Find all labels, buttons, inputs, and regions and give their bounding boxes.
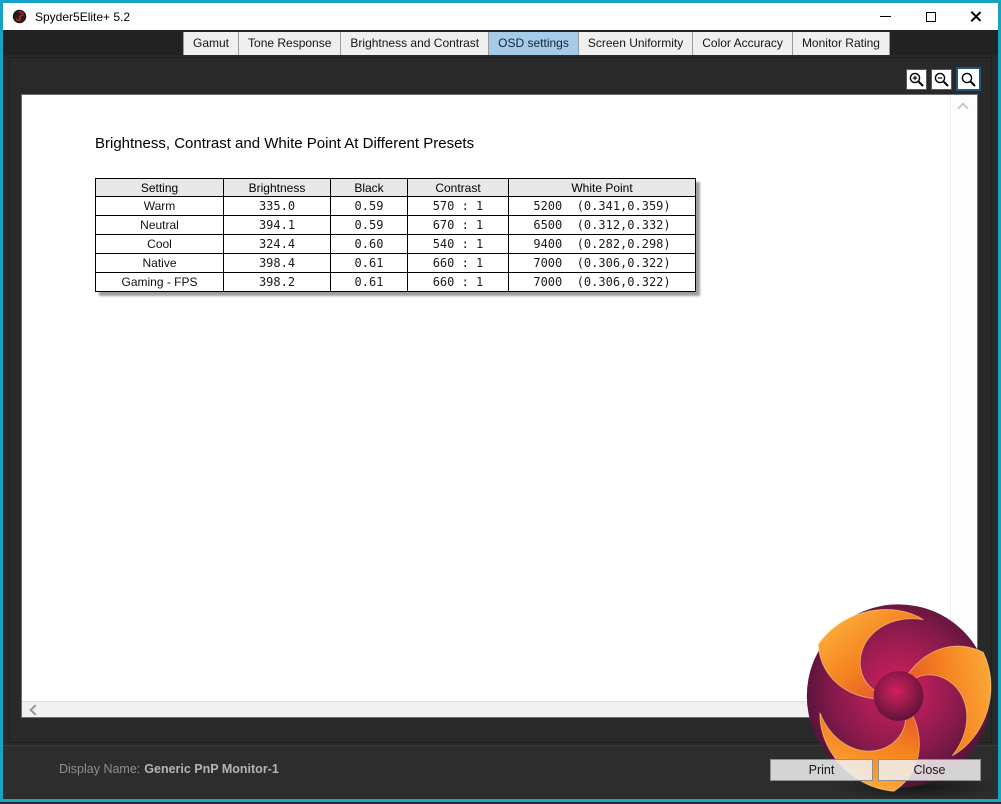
table-header-row: Setting Brightness Black Contrast White Poin… (95, 178, 696, 197)
vertical-scrollbar[interactable] (950, 95, 977, 701)
tab-color-accuracy[interactable]: Color Accuracy (693, 32, 793, 55)
table-cell: Native (95, 253, 224, 273)
table-cell: 0.60 (330, 234, 408, 254)
minimize-icon (880, 16, 891, 17)
column-header: Brightness (223, 178, 331, 197)
zoom-out-button[interactable] (931, 68, 952, 90)
tabbar: Gamut Tone Response Brightness and Contras… (3, 30, 998, 55)
table-cell: Warm (95, 196, 224, 216)
table-cell: Neutral (95, 215, 224, 235)
horizontal-scrollbar[interactable] (22, 701, 977, 717)
table-cell: 398.2 (223, 272, 331, 292)
table-cell: 660 : 1 (407, 272, 509, 292)
close-dialog-button[interactable]: Close (878, 759, 981, 781)
table-row: Neutral 394.1 0.59 670 : 1 6500 (0.312,0.332… (95, 215, 696, 235)
zoom-in-icon (909, 72, 924, 87)
table-row: Warm 335.0 0.59 570 : 1 5200 (0.341,0.359) (95, 196, 696, 216)
print-button[interactable]: Print (770, 759, 873, 781)
table-cell: 5200 (0.341,0.359) (508, 196, 696, 216)
display-name: Display Name: Generic PnP Monitor-1 (59, 762, 279, 776)
column-header: White Point (508, 178, 696, 197)
zoom-reset-button[interactable] (956, 67, 981, 91)
table-row: Cool 324.4 0.60 540 : 1 9400 (0.282,0.298) (95, 234, 696, 254)
window-title: Spyder5Elite+ 5.2 (35, 9, 131, 24)
zoom-toolbar (906, 67, 981, 91)
titlebar: Spyder5Elite+ 5.2 (3, 3, 998, 30)
scroll-left-icon[interactable] (29, 704, 41, 716)
panel-frame (9, 57, 992, 743)
table-cell: 670 : 1 (407, 215, 509, 235)
column-header: Black (330, 178, 408, 197)
page-title: Brightness, Contrast and White Point At … (95, 135, 475, 152)
app-icon (12, 9, 27, 24)
table-cell: 398.4 (223, 253, 331, 273)
maximize-button[interactable] (908, 3, 953, 30)
scroll-up-icon[interactable] (957, 102, 969, 114)
tab-gamut[interactable]: Gamut (183, 32, 240, 55)
table-row: Native 398.4 0.61 660 : 1 7000 (0.306,0.322) (95, 253, 696, 273)
table-cell: 6500 (0.312,0.332) (508, 215, 696, 235)
maximize-icon (925, 11, 936, 22)
window-controls (863, 3, 998, 30)
table-cell: 7000 (0.306,0.322) (508, 253, 696, 273)
display-name-label: Display Name: (59, 762, 141, 776)
tab-brightness-and-contrast[interactable]: Brightness and Contrast (341, 32, 490, 55)
table-cell: Gaming - FPS (95, 272, 224, 292)
display-name-value: Generic PnP Monitor-1 (144, 762, 279, 776)
minimize-button[interactable] (863, 3, 908, 30)
tab-tone-response[interactable]: Tone Response (239, 32, 342, 55)
zoom-out-icon (934, 72, 949, 87)
close-button[interactable] (953, 3, 998, 30)
tab-screen-uniformity[interactable]: Screen Uniformity (578, 32, 694, 55)
close-button-label: Close (913, 763, 946, 777)
table-cell: 540 : 1 (407, 234, 509, 254)
close-icon (969, 10, 982, 23)
table-cell: 7000 (0.306,0.322) (508, 272, 696, 292)
table-cell: 0.59 (330, 196, 408, 216)
presets-table: Setting Brightness Black Contrast White Poin… (95, 178, 696, 292)
table-cell: 335.0 (223, 196, 331, 216)
print-button-label: Print (808, 763, 835, 777)
column-header: Contrast (407, 178, 509, 197)
zoom-in-button[interactable] (906, 68, 927, 90)
table-row: Gaming - FPS 398.2 0.61 660 : 1 7000 (0.306,… (95, 272, 696, 292)
table-cell: 0.61 (330, 272, 408, 292)
table-cell: 0.61 (330, 253, 408, 273)
table-cell: Cool (95, 234, 224, 254)
tab-osd-settings[interactable]: OSD settings (489, 32, 579, 55)
column-header: Setting (95, 178, 224, 197)
table-body: Warm 335.0 0.59 570 : 1 5200 (0.341,0.359) Ne… (95, 196, 696, 292)
tab-monitor-rating[interactable]: Monitor Rating (792, 32, 890, 55)
table-cell: 324.4 (223, 234, 331, 254)
table-cell: 394.1 (223, 215, 331, 235)
zoom-reset-icon (961, 72, 976, 87)
table-cell: 570 : 1 (407, 196, 509, 216)
table-cell: 660 : 1 (407, 253, 509, 273)
table-cell: 0.59 (330, 215, 408, 235)
table-cell: 9400 (0.282,0.298) (508, 234, 696, 254)
report-page: Brightness, Contrast and White Point At … (21, 94, 978, 718)
tab-strip: Gamut Tone Response Brightness and Contras… (183, 30, 998, 55)
